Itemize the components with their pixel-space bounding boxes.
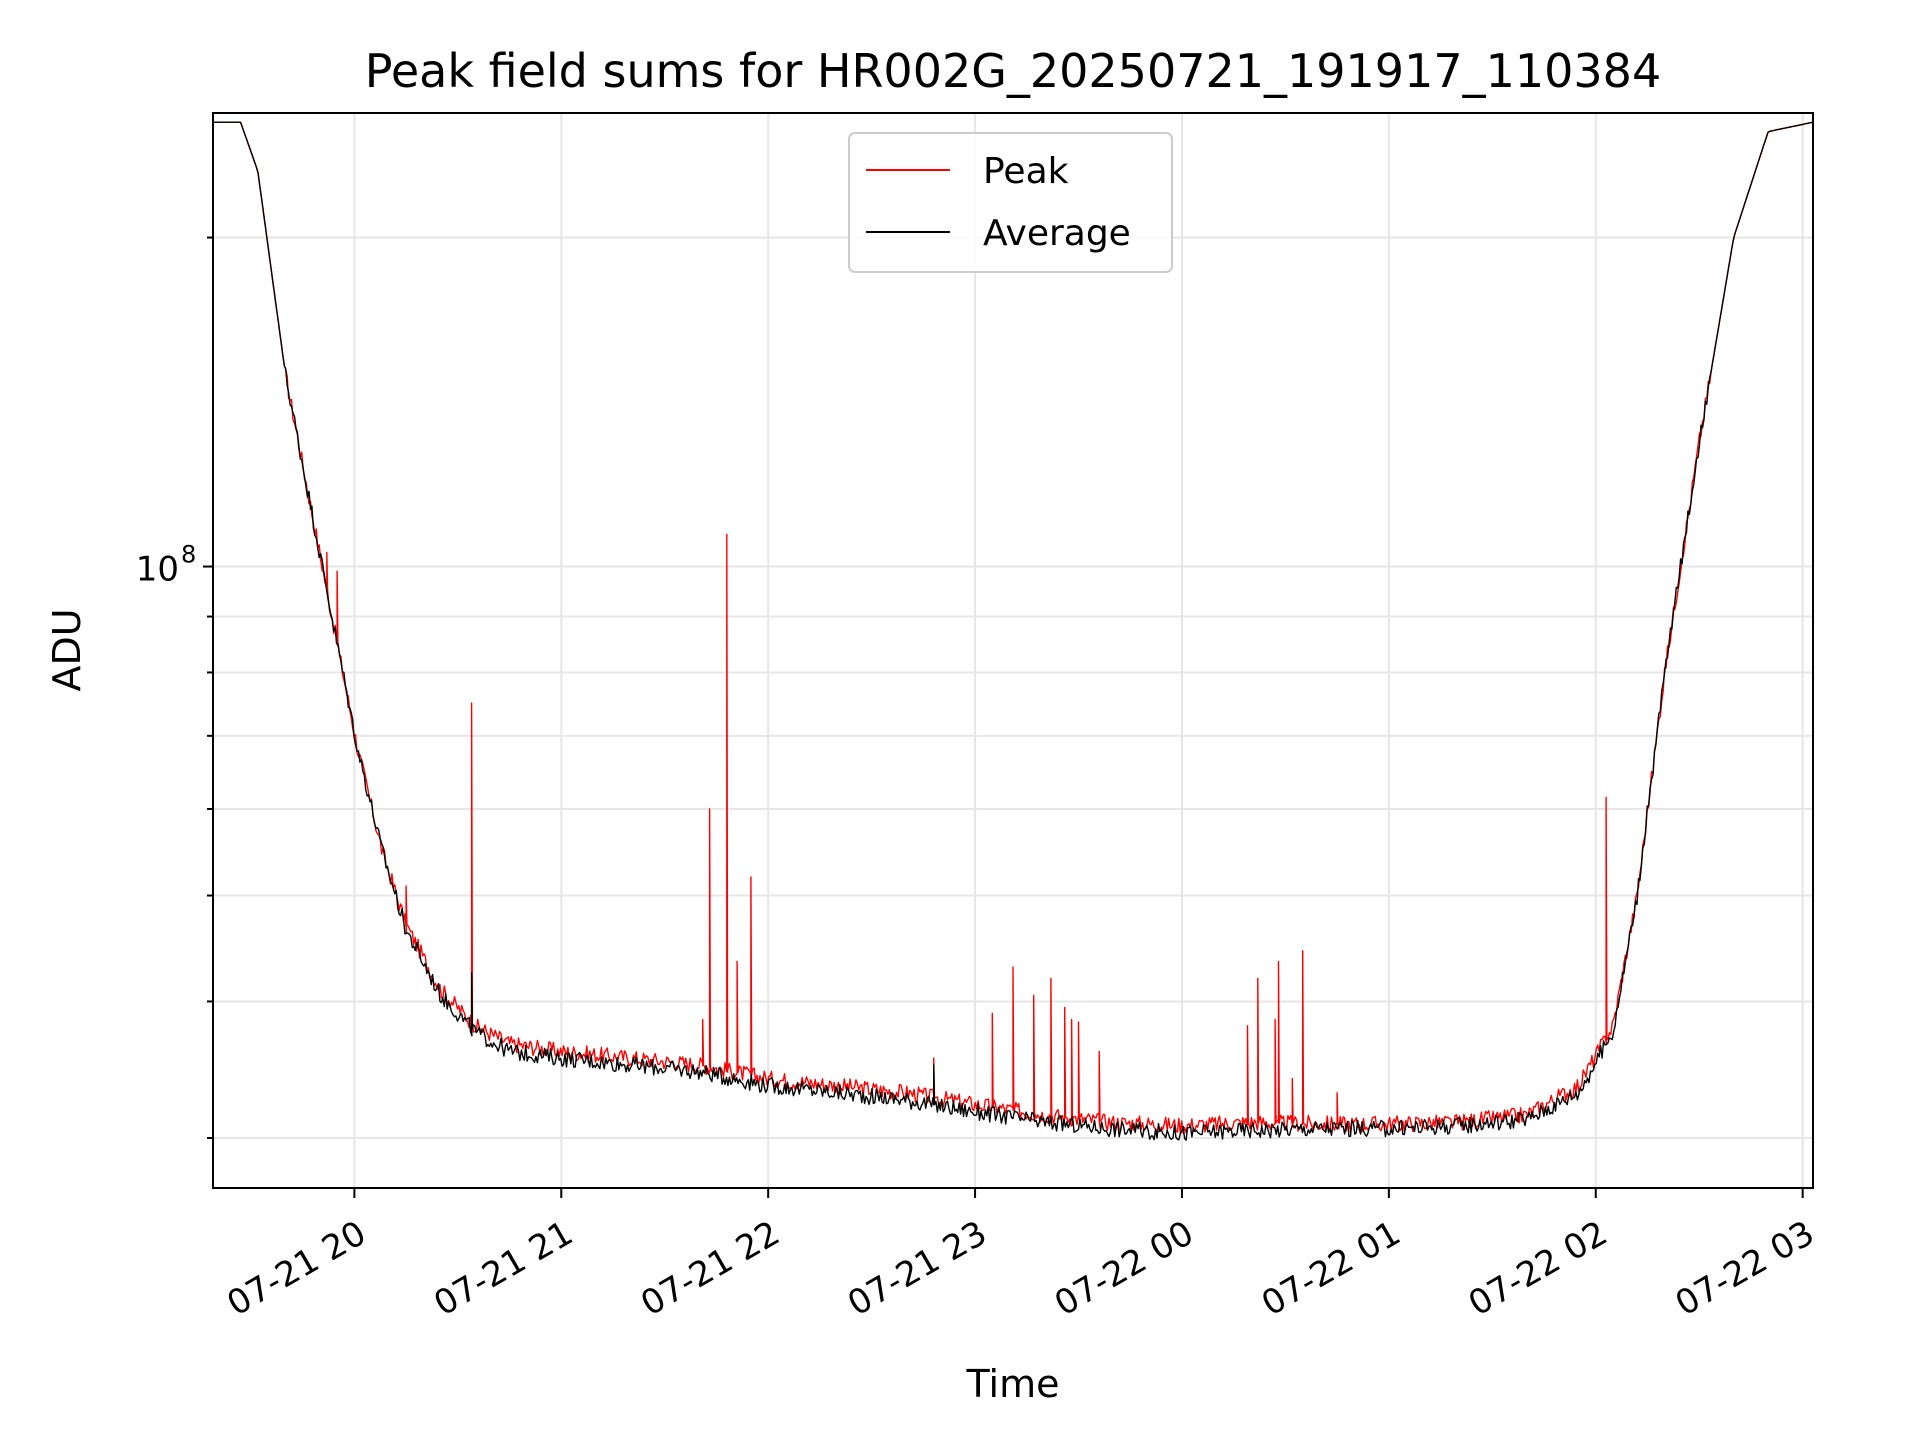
legend-label-average: Average	[983, 213, 1131, 254]
legend-box	[848, 132, 1173, 273]
chart-title: Peak field sums for HR002G_20250721_1919…	[365, 44, 1661, 98]
x-axis-label: Time	[966, 1362, 1060, 1406]
plot-frame	[212, 112, 1814, 1189]
series-layer	[213, 121, 1813, 1141]
y-tick-label: 10	[136, 550, 179, 590]
series-line-average	[213, 121, 1813, 1141]
legend: Peak Average	[848, 132, 1173, 273]
y-tick-label-exponent: 8	[181, 541, 196, 569]
y-axis-label: ADU	[45, 608, 89, 691]
legend-label-peak: Peak	[983, 151, 1069, 192]
